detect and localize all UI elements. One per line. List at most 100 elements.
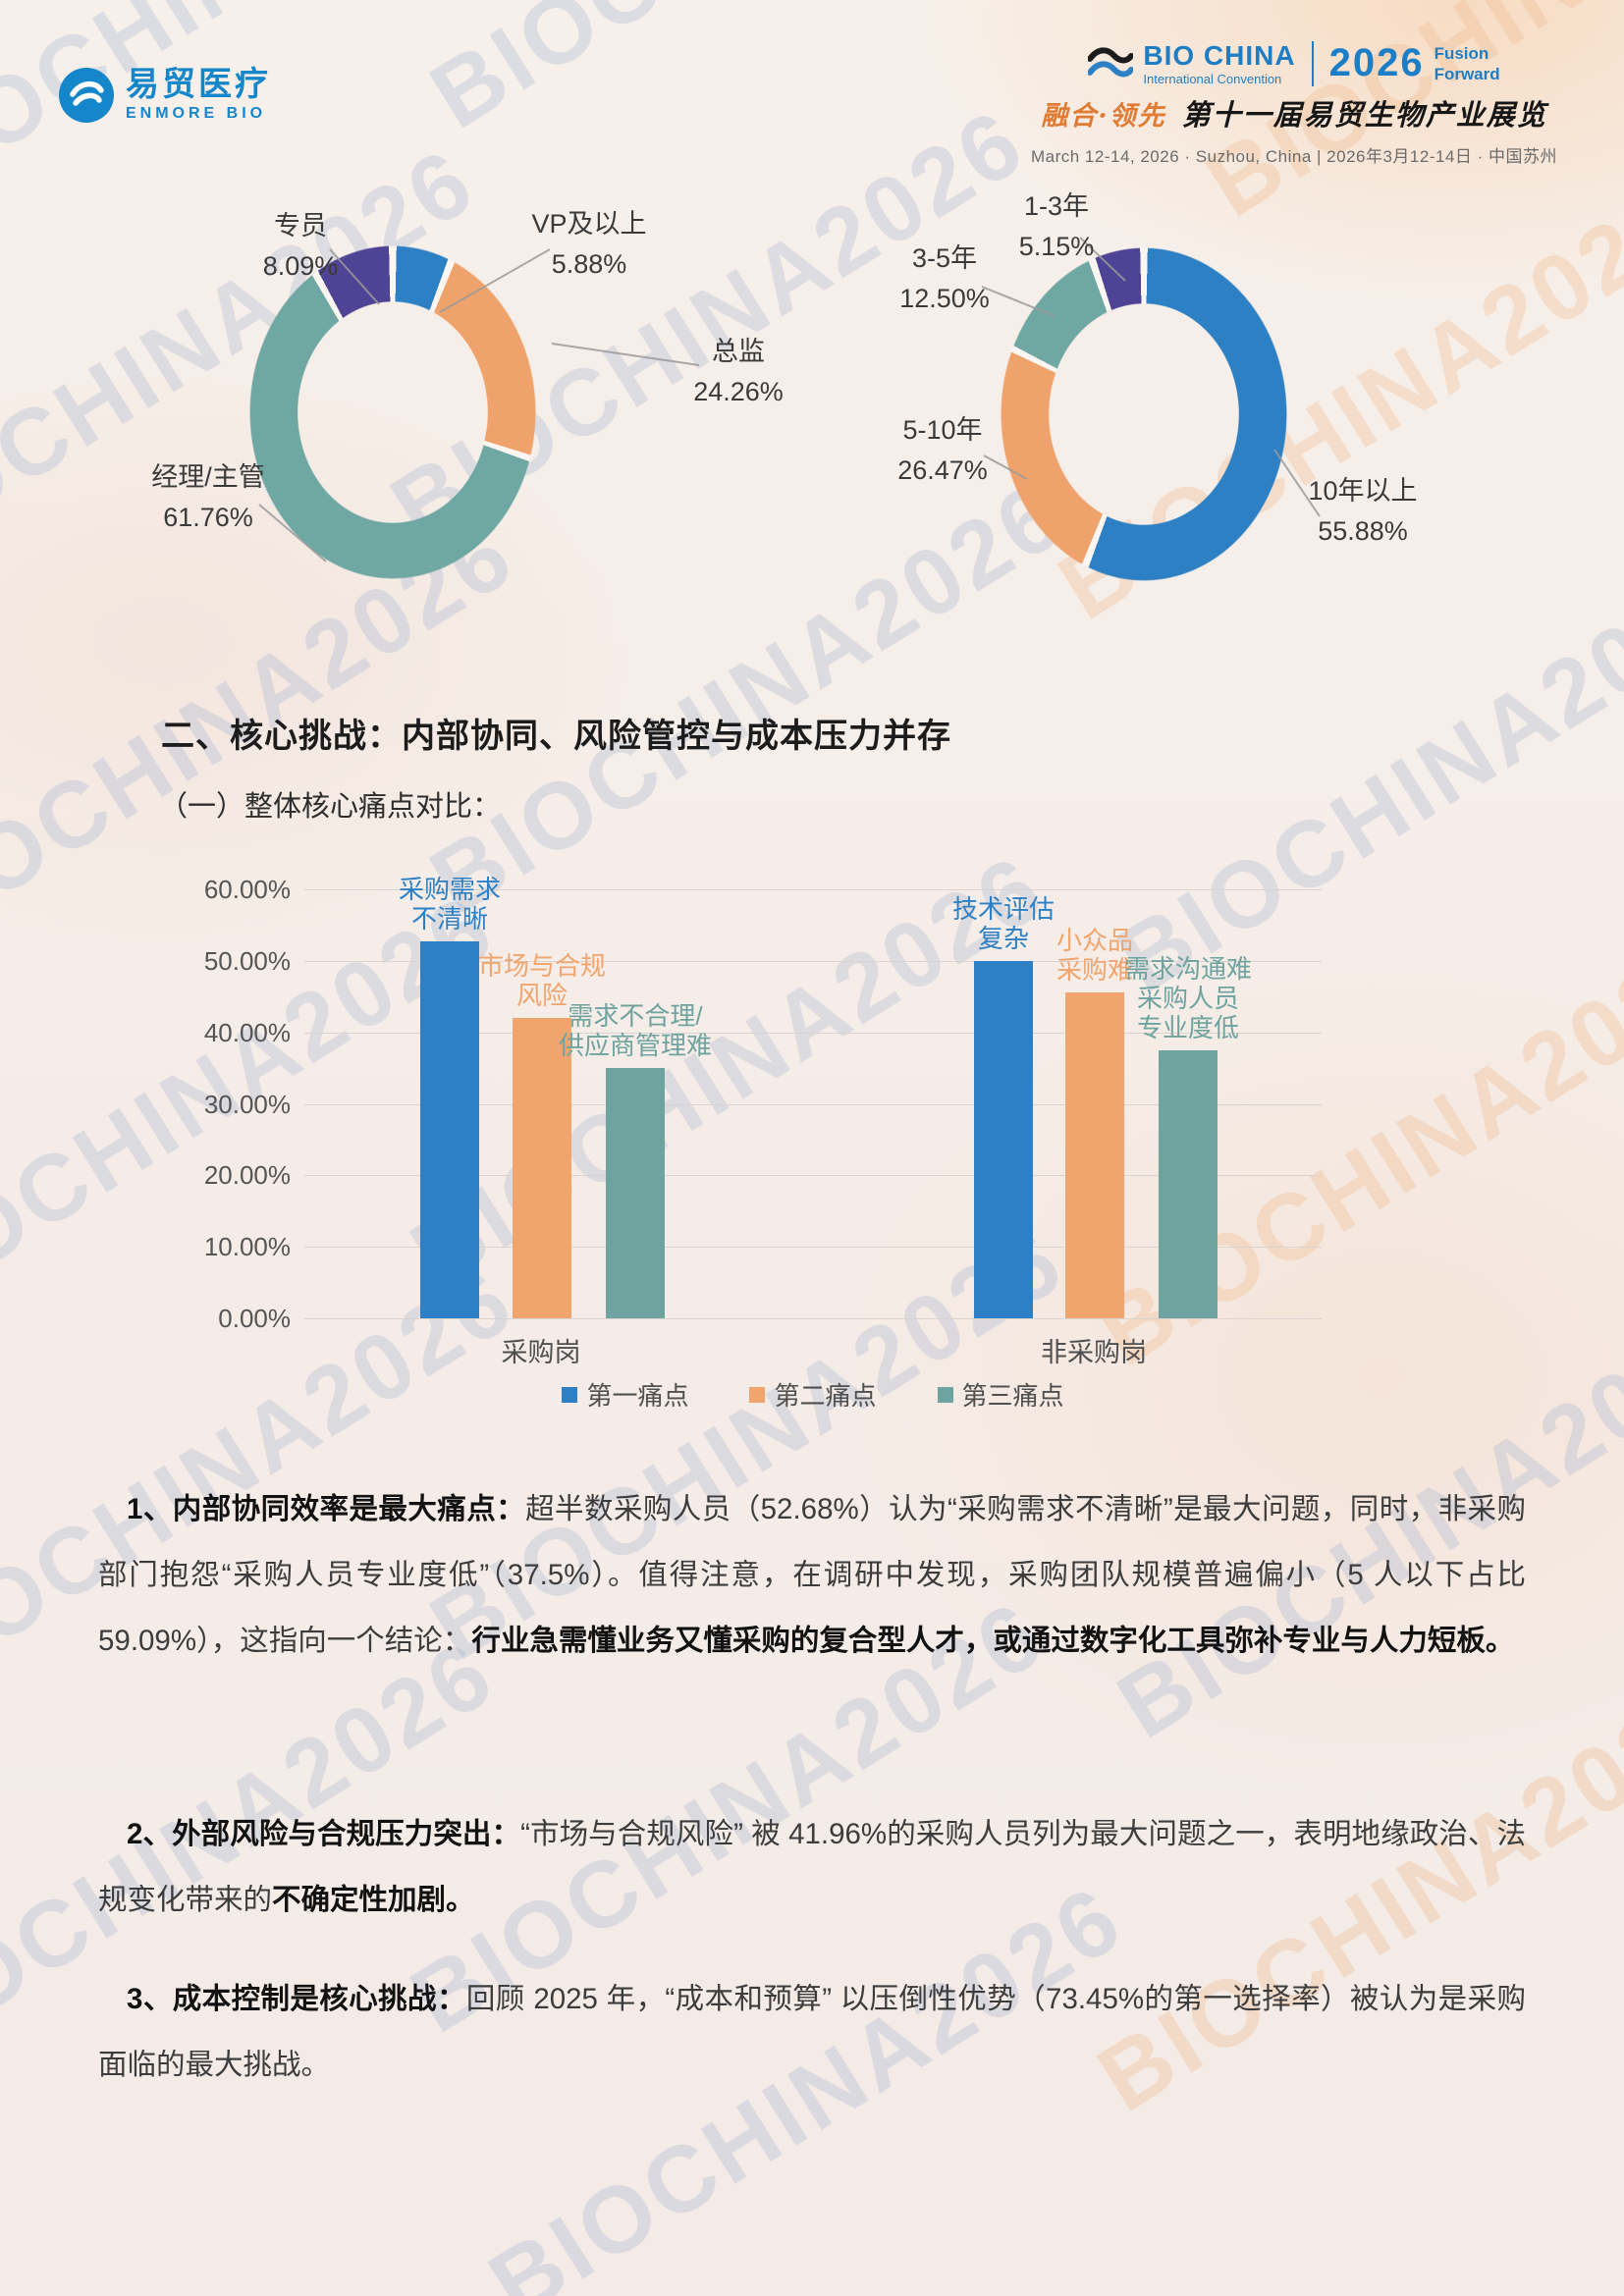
bar-chart-ytick: 50.00%	[203, 945, 291, 976]
slice-value: 5.15%	[1018, 232, 1095, 261]
biochina-brand-col: BIO CHINA International Convention	[1143, 40, 1296, 87]
biochina-brand: BIO CHINA	[1143, 40, 1296, 71]
biochina-event-title: 第十一届易贸生物产业展览	[1181, 98, 1547, 132]
bar-chart-gridline	[304, 889, 1322, 890]
legend-item: 第二痛点	[749, 1376, 877, 1413]
bar-label-g2-s2: 小众品 采购难	[1056, 925, 1133, 985]
donut-chart-experience	[1001, 247, 1287, 581]
bar-label-g1-s2: 市场与合规 风险	[477, 951, 606, 1011]
biochina-tagline-line1: Fusion	[1434, 44, 1489, 63]
donut-label-zongjian: 总监 24.26%	[693, 332, 784, 412]
bar-chart-ytick: 10.00%	[203, 1232, 291, 1262]
enmore-logo-icon	[59, 67, 114, 123]
slice-label: 10年以上	[1308, 476, 1418, 506]
bar-g1-s2	[513, 1018, 571, 1318]
slice-value: 8.09%	[262, 251, 339, 281]
legend-item: 第一痛点	[562, 1376, 688, 1413]
bar-label-g2-s1: 技术评估 复杂	[951, 893, 1055, 953]
bar-chart-gridline	[304, 1318, 1322, 1319]
bar-label-g1-s3: 需求不合理/ 供应商管理难	[558, 1001, 712, 1061]
bar-chart-gridline	[304, 1032, 1322, 1034]
biochina-date-line: March 12-14, 2026 · Suzhou, China | 2026…	[1030, 147, 1558, 166]
biochina-tagline: Fusion Forward	[1435, 43, 1500, 84]
biochina-wave-icon	[1088, 47, 1134, 78]
enmore-name-cn: 易贸医疗	[126, 66, 271, 103]
paragraph-bold-text: 2、外部风险与合规压力突出：	[127, 1818, 521, 1850]
enmore-logo: 易贸医疗 ENMORE BIO	[59, 67, 271, 123]
logo-divider	[1311, 41, 1314, 86]
donut-label-1-3years: 1-3年 5.15%	[1019, 187, 1095, 267]
biochina-tagline-line2: Forward	[1434, 65, 1500, 83]
section-subtitle: （一）整体核心痛点对比：	[159, 791, 502, 823]
bar-chart-gridline	[304, 1247, 1322, 1249]
legend-swatch	[562, 1386, 578, 1403]
donut-label-vp: VP及以上 5.88%	[531, 204, 646, 285]
slice-label: 经理/主管	[151, 462, 265, 492]
bar-chart-ytick: 60.00%	[203, 875, 291, 904]
bar-label-g1-s1: 采购需求 不清晰	[398, 875, 501, 934]
slice-label: 专员	[274, 211, 327, 240]
bar-label-g2-s3: 需求沟通难 采购人员 专业度低	[1123, 953, 1252, 1042]
paragraph-bold-text: 不确定性加剧。	[272, 1884, 475, 1916]
bar-chart-ytick: 20.00%	[203, 1160, 291, 1191]
legend-item: 第三痛点	[937, 1376, 1064, 1413]
bar-chart-ytick: 40.00%	[203, 1017, 291, 1047]
slice-label: 总监	[711, 337, 765, 366]
slice-value: 26.47%	[897, 455, 988, 485]
enmore-name-en: ENMORE BIO	[126, 105, 267, 122]
bar-chart-ytick: 0.00%	[218, 1304, 291, 1333]
bar-chart-gridline	[304, 1103, 1322, 1105]
donut-label-zhuanyuan: 专员 8.09%	[263, 206, 339, 287]
bar-g2-s3	[1159, 1049, 1218, 1318]
paragraph-3: 3、成本控制是核心挑战：回顾 2025 年，“成本和预算” 以压倒性优势（73.…	[98, 1966, 1526, 2098]
paragraph-2: 2、外部风险与合规压力突出：“市场与合规风险” 被 41.96%的采购人员列为最…	[98, 1801, 1526, 1933]
slice-value: 12.50%	[899, 284, 990, 313]
section-title: 二、核心挑战：内部协同、风险管控与成本压力并存	[161, 718, 951, 755]
slice-value: 24.26%	[693, 377, 784, 406]
donut-chart-roles	[249, 245, 536, 579]
paragraph-text: 超半数采购人员（52.68%）认为“采购需求不清晰”是最大问题，同时，非采购部门…	[98, 1493, 1526, 1657]
biochina-year: 2026	[1328, 41, 1425, 84]
legend-label: 第三痛点	[961, 1381, 1064, 1411]
bar-g2-s2	[1065, 991, 1124, 1318]
bar-chart-ytick: 30.00%	[203, 1089, 291, 1119]
donut-label-jingli: 经理/主管 61.76%	[151, 457, 265, 538]
slice-label: 5-10年	[902, 415, 983, 445]
slice-label: 1-3年	[1023, 191, 1090, 221]
paragraph-1: 1、内部协同效率是最大痛点：超半数采购人员（52.68%）认为“采购需求不清晰”…	[98, 1476, 1526, 1674]
legend-label: 第二痛点	[774, 1381, 877, 1411]
bar-chart-gridline	[304, 1175, 1322, 1177]
biochina-slogan-cn: 融合·领先	[1041, 101, 1166, 132]
bar-category-caigou: 采购岗	[501, 1338, 581, 1367]
slice-value: 5.88%	[551, 249, 627, 279]
bar-chart-gridline	[304, 960, 1322, 962]
bar-g1-s3	[606, 1068, 665, 1318]
paragraph-text: 回顾 2025 年，“成本和预算” 以压倒性优势（73.45%的第一选择率）被认…	[98, 1983, 1526, 2081]
slice-label: VP及以上	[531, 209, 647, 239]
bar-g2-s1	[974, 960, 1033, 1318]
bar-g1-s1	[420, 941, 479, 1318]
paragraph-text: “市场与合规风险” 被 41.96%的采购人员列为最大问题之一，表明地缘政治、法…	[98, 1818, 1526, 1916]
biochina-brand-sub: International Convention	[1143, 72, 1282, 86]
slice-value: 61.76%	[163, 503, 253, 532]
slice-value: 55.88%	[1318, 516, 1408, 546]
bar-category-feicaigou: 非采购岗	[1041, 1338, 1147, 1367]
bar-chart-legend: 第一痛点 第二痛点 第三痛点	[304, 1376, 1322, 1413]
paragraph-bold-text: 行业急需懂业务又懂采购的复合型人才，或通过数字化工具弥补专业与人力短板。	[471, 1625, 1515, 1657]
legend-swatch	[937, 1386, 953, 1403]
legend-label: 第一痛点	[586, 1381, 689, 1411]
biochina-logo-block: BIO CHINA International Convention 2026 …	[1000, 41, 1589, 167]
donut-label-10plus: 10年以上 55.88%	[1308, 471, 1417, 552]
paragraph-bold-text: 3、成本控制是核心挑战：	[127, 1983, 466, 2015]
biochina-slogan-row: 融合·领先 第十一届易贸生物产业展览	[1000, 92, 1589, 133]
enmore-logo-text: 易贸医疗 ENMORE BIO	[126, 67, 271, 123]
donut-label-5-10years: 5-10年 26.47%	[897, 410, 988, 491]
paragraph-bold-text: 1、内部协同效率是最大痛点：	[127, 1493, 526, 1525]
biochina-logo-row: BIO CHINA International Convention 2026 …	[1000, 41, 1589, 86]
legend-swatch	[749, 1386, 766, 1403]
slice-label: 3-5年	[911, 243, 978, 273]
donut-label-3-5years: 3-5年 12.50%	[899, 239, 990, 319]
